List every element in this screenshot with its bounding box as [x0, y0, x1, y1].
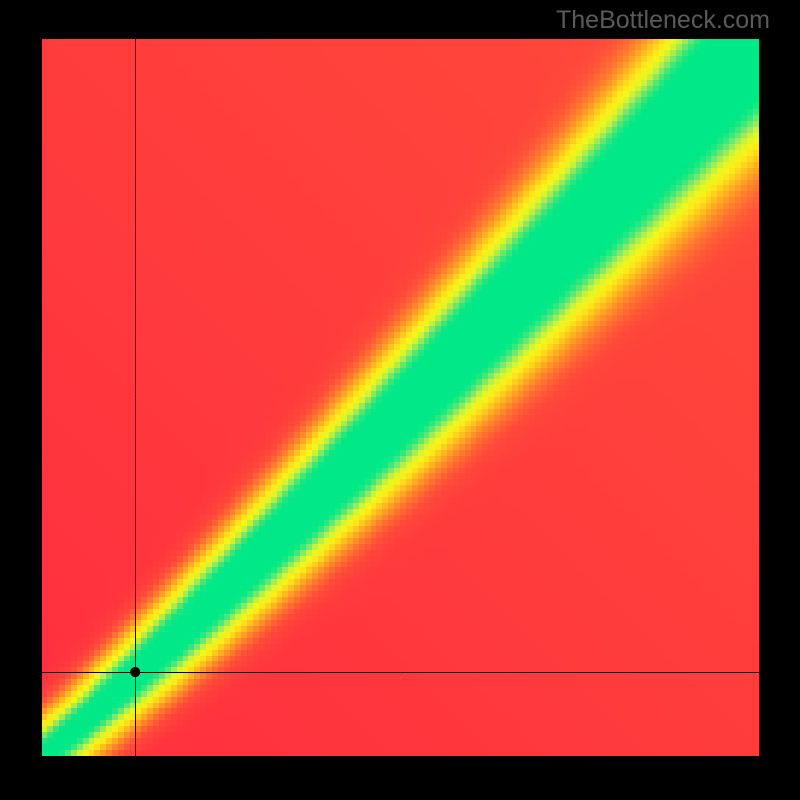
bottleneck-heatmap: [42, 39, 759, 756]
watermark-text: TheBottleneck.com: [556, 6, 770, 35]
